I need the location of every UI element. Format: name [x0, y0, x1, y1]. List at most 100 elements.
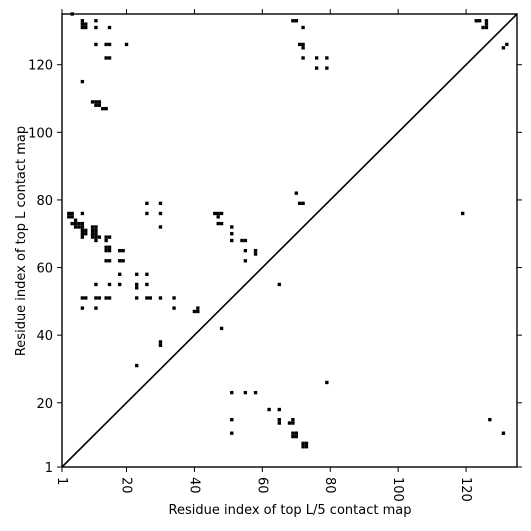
contact-cell-top-l5 [277, 407, 281, 412]
contact-cell-top-l [94, 306, 98, 310]
contact-cell-top-l [301, 201, 305, 205]
contact-cell-top-l [94, 19, 98, 23]
contact-cell-top-l [104, 56, 108, 60]
contact-cell-top-l [80, 79, 85, 84]
contact-cell-top-l [277, 282, 281, 287]
x-axis-title: Residue index of top L/5 contact map [169, 503, 412, 518]
contact-cell-top-l [484, 22, 489, 26]
contact-cell-top-l [118, 248, 122, 253]
contact-cell-top-l [301, 42, 305, 47]
contact-cell-top-l [84, 232, 88, 236]
contact-cell-top-l [104, 245, 108, 249]
contact-cell-top-l5 [230, 390, 234, 395]
contact-cell-top-l5 [277, 417, 281, 422]
contact-cell-top-l5 [230, 417, 234, 422]
contact-cell-top-l [94, 232, 98, 236]
contact-cell-top-l [484, 25, 489, 30]
y-axis-title: Residue index of top L contact map [14, 126, 29, 356]
contact-cell-top-l [104, 259, 108, 263]
contact-cell-top-l [240, 238, 244, 243]
contact-cell-top-l [213, 211, 217, 216]
contact-cell-top-l [135, 286, 139, 290]
contact-cell-top-l [148, 296, 152, 300]
contact-cell-top-l [314, 56, 319, 60]
contact-cell-top-l [118, 259, 122, 263]
contact-cell-top-l [70, 215, 74, 219]
contact-cell-top-l [94, 42, 98, 47]
contact-cell-top-l [294, 191, 298, 195]
contact-cell-top-l [80, 232, 85, 236]
contact-cell-top-l [294, 19, 298, 23]
contact-cell-top-l [94, 296, 98, 300]
contact-cell-top-l [94, 282, 98, 287]
contact-cell-top-l [107, 259, 112, 263]
contact-cell-top-l [80, 19, 85, 23]
contact-cell-top-l [80, 235, 85, 239]
contact-cell-top-l [70, 211, 74, 216]
x-tick-label: 120 [458, 477, 473, 502]
contact-cell-top-l [80, 22, 85, 26]
contact-cell-top-l [253, 248, 258, 253]
contact-cell-top-l [107, 56, 112, 60]
contact-cell-top-l5 [301, 441, 305, 446]
contact-cell-top-l [216, 211, 220, 216]
x-axis-ticks: 1 20 40 60 80 100 120 [54, 9, 473, 502]
contact-cell-top-l [73, 225, 78, 229]
contact-cell-top-l [90, 100, 95, 104]
contact-cell-top-l [145, 201, 149, 205]
y-tick-label: 120 [28, 59, 53, 74]
contact-cell-top-l [484, 19, 489, 23]
contact-cell-top-l [107, 235, 112, 239]
contact-cell-top-l5 [304, 441, 309, 446]
contact-cell-top-l [158, 201, 163, 205]
y-tick-label: 1 [45, 461, 53, 476]
contact-cell-top-l [158, 340, 163, 344]
contact-cell-top-l [94, 103, 98, 107]
contact-cell-top-l [474, 19, 478, 23]
contact-cell-top-l [70, 221, 74, 226]
contact-cell-top-l [90, 232, 95, 236]
contact-cell-top-l [73, 218, 78, 222]
y-tick-label: 100 [28, 126, 53, 141]
contact-cell-top-l5 [291, 417, 295, 422]
contact-cell-top-l [80, 296, 85, 300]
y-tick-label: 60 [36, 262, 53, 277]
contact-cell-top-l [325, 66, 329, 70]
contact-cell-top-l [90, 228, 95, 233]
contact-cell-top-l [243, 259, 248, 263]
x-tick-label: 100 [390, 477, 405, 502]
contact-cell-top-l [118, 282, 122, 287]
contact-cell-top-l5 [291, 434, 295, 439]
contact-cell-top-l5 [460, 211, 465, 216]
x-tick-label: 60 [254, 477, 269, 494]
contact-cell-top-l5 [253, 390, 258, 395]
contact-cell-top-l [145, 211, 149, 216]
contact-cell-top-l [107, 25, 112, 30]
contact-cell-top-l [501, 46, 506, 50]
contact-cell-top-l [196, 309, 200, 314]
contact-cell-top-l [101, 106, 105, 111]
contact-cell-top-l [253, 252, 258, 256]
contact-cell-top-l [73, 221, 78, 226]
contact-cell-top-l5 [291, 421, 295, 425]
contact-cell-top-l [80, 221, 85, 226]
contact-cell-top-l [104, 296, 108, 300]
contact-cell-top-l5 [230, 431, 234, 435]
contact-cell-top-l [84, 228, 88, 233]
contact-cell-top-l [158, 296, 163, 300]
contact-cell-top-l [77, 225, 81, 229]
contact-cell-top-l [158, 225, 163, 229]
contact-cell-top-l [90, 235, 95, 239]
y-tick-label: 20 [36, 397, 53, 412]
contact-cell-top-l [172, 306, 176, 310]
contact-cell-top-l [135, 296, 139, 300]
contact-cell-top-l [135, 272, 139, 276]
x-tick-label: 20 [119, 477, 134, 494]
contact-cell-top-l [94, 238, 98, 243]
contact-cell-top-l5 [501, 431, 506, 435]
contact-cell-top-l [104, 42, 108, 47]
contact-cell-top-l [67, 215, 71, 219]
contact-cell-top-l [477, 19, 482, 23]
contact-cell-top-l [145, 272, 149, 276]
